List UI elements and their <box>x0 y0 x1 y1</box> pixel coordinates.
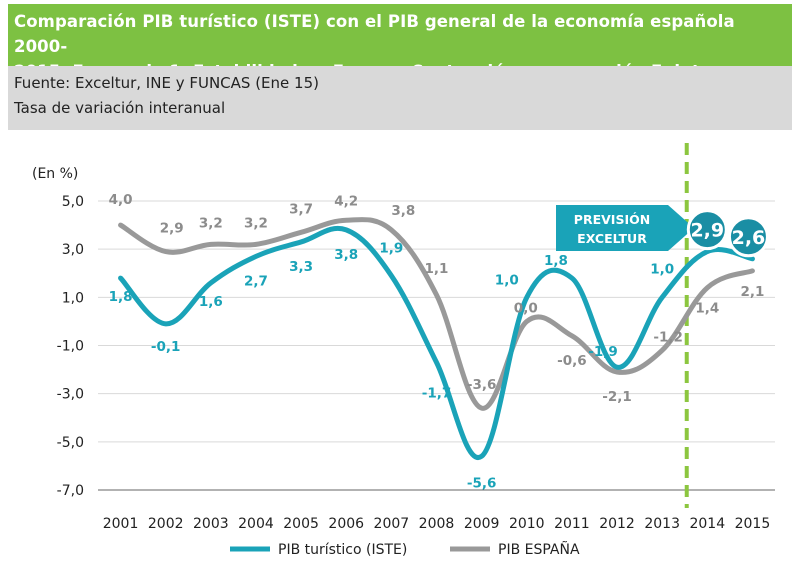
x-tick-label: 2010 <box>509 516 545 532</box>
forecast-label-line1: PREVISIÓN <box>574 212 650 227</box>
data-label: 2,9 <box>160 221 184 237</box>
x-tick-label: 2011 <box>554 516 590 532</box>
meta-box: Fuente: Exceltur, INE y FUNCAS (Ene 15) … <box>8 66 792 130</box>
source-note: Fuente: Exceltur, INE y FUNCAS (Ene 15) <box>14 74 319 92</box>
data-label: 2,1 <box>740 284 764 300</box>
series-lines <box>118 217 755 461</box>
data-label: 2,9 <box>690 220 724 242</box>
data-label: 3,3 <box>289 259 313 275</box>
legend: PIB turístico (ISTE) PIB ESPAÑA <box>230 541 580 558</box>
data-label: -0,1 <box>151 339 181 355</box>
x-tick-label: 2001 <box>103 516 139 532</box>
data-label: 1,6 <box>199 294 223 310</box>
x-tick-label: 2004 <box>238 516 274 532</box>
y-tick-label: 1,0 <box>62 290 84 306</box>
legend-label: PIB ESPAÑA <box>498 541 580 558</box>
y-tick-label: 3,0 <box>62 242 84 258</box>
data-label: 2,7 <box>244 273 268 289</box>
series-line-pib-turistico <box>118 225 755 461</box>
forecast-callout <box>556 205 694 251</box>
forecast-label-line2: EXCELTUR <box>577 231 647 246</box>
forecast-value-badge <box>686 209 728 251</box>
y-tick-label: -5,0 <box>57 435 84 451</box>
series-line-pib-espana <box>118 217 755 411</box>
data-label: 3,7 <box>289 201 313 217</box>
title-line-1: Comparación PIB turístico (ISTE) con el … <box>14 12 735 56</box>
x-tick-label: 2014 <box>689 516 725 532</box>
data-label: 1,0 <box>650 261 674 277</box>
data-label: 1,8 <box>544 253 568 269</box>
data-label: 0,0 <box>514 300 538 316</box>
data-label: 3,2 <box>244 215 268 231</box>
data-label: 4,2 <box>334 193 358 209</box>
data-label: -1,7 <box>422 385 452 401</box>
chart-subtitle: Tasa de variación interanual <box>14 99 226 117</box>
data-label: -1,2 <box>653 329 683 345</box>
data-label: -5,6 <box>467 475 497 491</box>
x-tick-label: 2002 <box>148 516 184 532</box>
x-tick-label: 2012 <box>599 516 635 532</box>
data-label: 1,4 <box>695 301 719 317</box>
y-axis-label: (En %) <box>32 166 78 182</box>
data-label: 2,6 <box>732 227 766 249</box>
y-tick-label: -1,0 <box>57 339 84 355</box>
x-tick-label: 2005 <box>283 516 319 532</box>
data-label: 3,2 <box>199 215 223 231</box>
x-tick-label: 2003 <box>193 516 229 532</box>
grid-lines <box>98 200 775 491</box>
data-label: 1,1 <box>425 261 449 277</box>
y-tick-label: -3,0 <box>57 387 84 403</box>
forecast-value-badge <box>727 216 769 258</box>
x-tick-label: 2013 <box>644 516 680 532</box>
x-tick-label: 2007 <box>374 516 410 532</box>
data-label: -0,6 <box>557 353 587 369</box>
y-tick-label: -7,0 <box>57 483 84 499</box>
data-label: 1,8 <box>109 289 133 305</box>
data-label: 1,9 <box>379 241 403 257</box>
data-label: -3,6 <box>467 377 497 393</box>
axes: 5,0 3,0 1,0 -1,0 -3,0 -5,0 -7,0 (En %) 2001 2002 2… <box>32 166 770 532</box>
x-tick-label: 2008 <box>419 516 455 532</box>
data-label: 3,8 <box>391 203 415 219</box>
data-label: -1,9 <box>588 344 618 360</box>
data-label: 1,0 <box>495 272 519 288</box>
x-tick-label: 2006 <box>328 516 364 532</box>
y-tick-label: 5,0 <box>62 194 84 210</box>
data-label: -2,1 <box>602 389 632 405</box>
forecast-marker: PREVISIÓN EXCELTUR <box>556 143 694 508</box>
x-tick-label: 2009 <box>464 516 500 532</box>
legend-label: PIB turístico (ISTE) <box>278 542 407 558</box>
data-labels: 1,8 -0,1 1,6 2,7 3,3 3,8 1,9 -1,7 -5,6 1,0 1,8 -1,9… <box>109 192 769 491</box>
x-tick-label: 2015 <box>735 516 771 532</box>
data-label: 3,8 <box>334 247 358 263</box>
data-label: 4,0 <box>109 192 133 208</box>
